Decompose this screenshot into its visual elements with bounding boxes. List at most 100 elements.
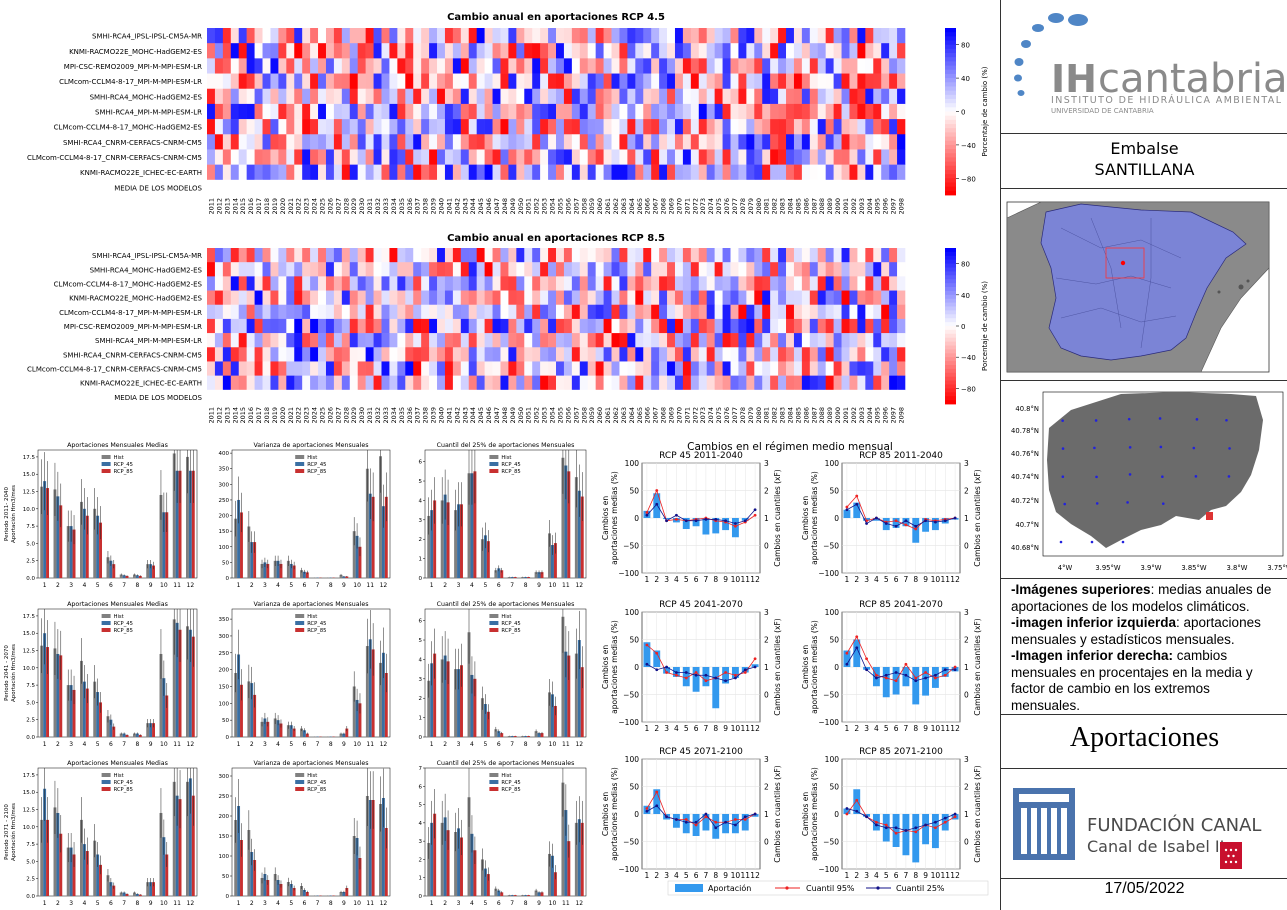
- bar-hist: [440, 822, 444, 896]
- heatmap-cell: [722, 103, 731, 120]
- change-y2-tick-label: 1: [764, 810, 769, 819]
- bar-rcp_85: [72, 689, 76, 737]
- heatmap-cell: [619, 248, 628, 263]
- heatmap-cell: [421, 73, 430, 90]
- heatmap-cell: [278, 119, 287, 135]
- heatmap-row-label: KNMI-RACMO22E_MOHC-HadGEM2-ES: [69, 48, 202, 56]
- bar-x-tick-label: 11: [366, 741, 374, 748]
- heatmap-cell: [873, 361, 882, 376]
- heatmap-cell: [825, 149, 834, 165]
- heatmap-cell: [476, 375, 485, 391]
- bar-y-tick-label: 4: [419, 657, 423, 663]
- colorbar-step: [945, 255, 956, 261]
- desc-text-1: : aportaciones mensuales y estadísticos …: [1011, 615, 1261, 647]
- bar-hist: [93, 840, 97, 896]
- heatmap-year-label: 2036: [406, 198, 414, 215]
- quantile-95-point: [743, 671, 747, 674]
- heatmap-cell: [254, 248, 263, 263]
- heatmap-cell: [556, 347, 565, 362]
- heatmap-cell: [690, 318, 700, 334]
- heatmap-cell: [230, 262, 240, 277]
- quantile-25-point: [845, 508, 849, 512]
- heatmap-cell: [865, 73, 874, 90]
- heatmap-cell: [611, 119, 620, 135]
- quantile-95-point: [753, 657, 757, 661]
- bar-rcp_85: [473, 850, 477, 896]
- bar-x-tick-label: 7: [122, 741, 126, 748]
- heatmap-cell: [762, 290, 771, 306]
- heatmap-cell: [405, 262, 414, 277]
- heatmap-cell: [437, 88, 446, 105]
- heatmap-cell: [690, 73, 700, 90]
- heatmap-cell: [365, 149, 374, 165]
- colorbar-tick-label: −80: [961, 385, 976, 393]
- heatmap-cell: [651, 28, 660, 44]
- heatmap-cell: [214, 28, 224, 44]
- lat-label: 40.78°N: [1011, 427, 1039, 435]
- heatmap-cell: [357, 88, 366, 105]
- quantile-25-point: [894, 671, 898, 674]
- heatmap-cell: [563, 361, 573, 376]
- change-bar: [931, 518, 939, 531]
- heatmap-cell: [540, 149, 549, 165]
- heatmap-cell: [857, 179, 866, 196]
- bar-y-tick-label: 0: [419, 576, 423, 582]
- bar-hist: [339, 574, 343, 578]
- bar-hist: [186, 781, 189, 896]
- bar-x-tick-label: 2: [443, 582, 447, 589]
- heatmap-cell: [643, 389, 652, 405]
- heatmap-cell: [460, 58, 470, 74]
- heatmap-cell: [595, 318, 604, 334]
- heatmap-cell: [333, 149, 343, 165]
- bar-rcp_85: [540, 892, 544, 896]
- bar-rcp_45: [524, 736, 528, 737]
- bar-hist: [106, 716, 110, 737]
- heatmap-cell: [746, 73, 755, 90]
- bar-rcp_85: [59, 655, 63, 737]
- quantile-25-point: [655, 804, 659, 808]
- change-x-tick-label: 1: [645, 575, 650, 584]
- legend-swatch: [489, 469, 499, 473]
- quantile-95-point: [953, 665, 957, 669]
- bar-rcp_45: [122, 733, 126, 737]
- change-y2-tick-label: 3: [964, 755, 969, 764]
- heatmap-cell: [849, 290, 858, 306]
- colorbar-label: Porcentaje de cambio (%): [981, 66, 989, 156]
- heatmap-year-label: 2019: [271, 198, 279, 215]
- heatmap-cell: [238, 134, 247, 150]
- colorbar-step: [945, 174, 956, 179]
- heatmap-cell: [674, 73, 684, 90]
- bar-rcp_85: [305, 572, 309, 578]
- bar-rcp_85: [384, 828, 388, 896]
- heatmap-year-label: 2032: [374, 407, 382, 424]
- heatmap-cell: [365, 318, 374, 334]
- bar-rcp_45: [457, 828, 461, 896]
- heatmap-cell: [262, 248, 271, 263]
- bar-hist: [480, 539, 484, 578]
- heatmap-cell: [667, 179, 676, 196]
- heatmap-cell: [857, 361, 866, 376]
- bar-y-tick-label: 100: [219, 854, 230, 860]
- heatmap-cell: [809, 361, 819, 376]
- heatmap-cell: [381, 276, 390, 291]
- quantile-25-point: [904, 673, 908, 677]
- heatmap-cell: [460, 28, 470, 44]
- heatmap-year-label: 2031: [366, 407, 374, 424]
- heatmap-cell: [222, 43, 232, 59]
- heatmap-cell: [762, 361, 771, 376]
- change-x-tick-label: 8: [713, 871, 718, 880]
- change-y-tick-label: 0: [634, 810, 639, 819]
- heatmap-cell: [651, 290, 660, 306]
- bar-rcp_45: [175, 622, 179, 737]
- heatmap-cell: [484, 43, 493, 59]
- bar-y-tick-label: 6: [419, 619, 423, 625]
- heatmap-cell: [849, 375, 858, 391]
- heatmap-cell: [452, 361, 462, 376]
- heatmap-year-label: 2042: [453, 198, 461, 215]
- heatmap-year-label: 2056: [564, 198, 572, 215]
- heatmap-cell: [540, 389, 549, 405]
- colorbar-step: [945, 40, 956, 46]
- heatmap-cell: [667, 119, 676, 135]
- heatmap-cell: [889, 119, 898, 135]
- quantile-95-point: [694, 671, 698, 674]
